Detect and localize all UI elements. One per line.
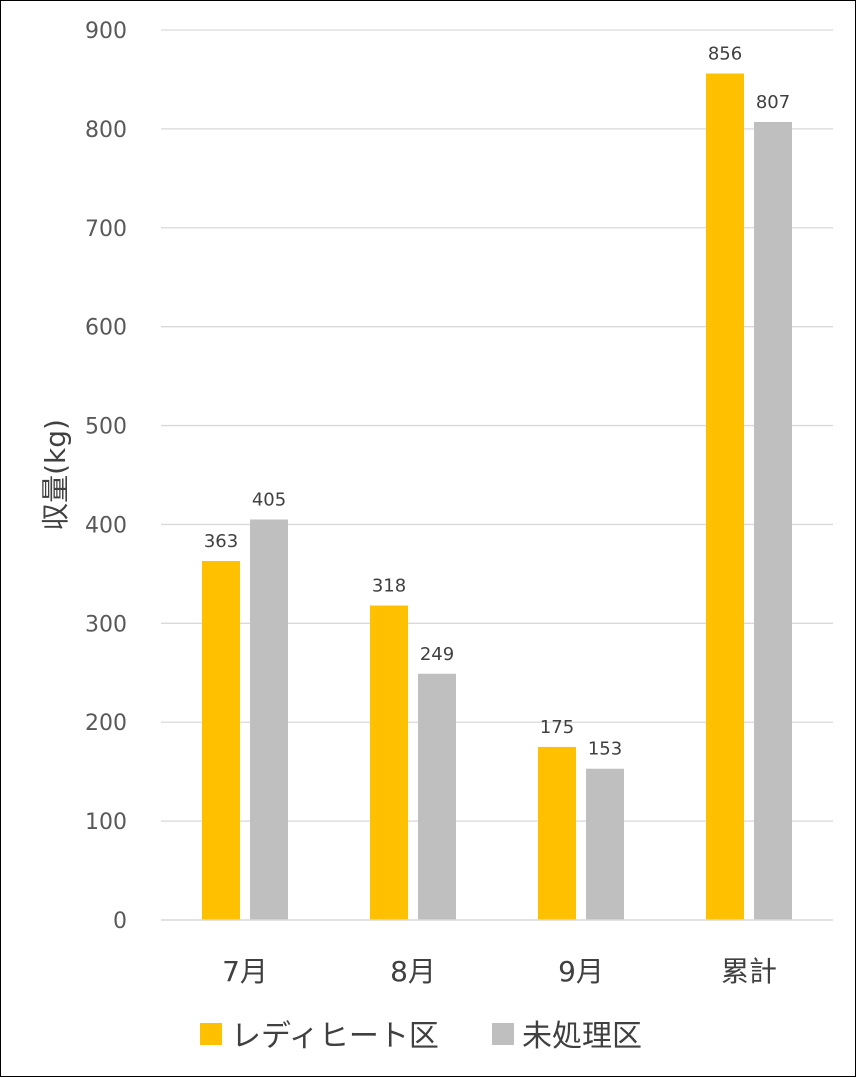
legend-label: 未処理区 [522,1019,642,1054]
y-tick-label: 700 [85,217,127,242]
y-tick-label: 200 [85,711,127,736]
data-label: 249 [420,644,454,665]
x-category-label: 8月 [390,955,436,988]
legend: レディヒート区 未処理区 [200,1019,642,1054]
x-category-label: 9月 [558,955,604,988]
bar-treated [370,605,408,920]
bar-untreated [250,519,288,920]
x-category-label: 累計 [721,955,777,988]
x-axis-categories: 7月 8月 9月 累計 [222,955,777,988]
bar-treated [706,73,744,920]
bar-treated [202,561,240,920]
bar-untreated [418,673,456,920]
y-tick-label: 900 [85,19,127,44]
data-label: 363 [204,531,238,552]
data-label: 807 [756,92,790,113]
y-tick-label: 800 [85,118,127,143]
legend-swatch [200,1023,222,1045]
y-tick-label: 100 [85,810,127,835]
bar-treated [538,746,576,920]
data-label: 153 [588,739,622,760]
data-label: 856 [708,44,742,65]
y-tick-label: 600 [85,316,127,341]
y-axis-label: 収量(kg) [39,419,72,531]
y-tick-label: 300 [85,612,127,637]
x-category-label: 7月 [222,955,268,988]
y-tick-label: 500 [85,415,127,440]
bar-untreated [754,121,792,920]
data-label: 318 [372,576,406,597]
y-axis-ticks: 0 100 200 300 400 500 600 700 800 900 [85,19,127,934]
data-label: 405 [252,490,286,511]
data-labels: 363 405 318 249 175 153 856 807 [204,44,790,760]
y-tick-label: 400 [85,513,127,538]
bar-untreated [586,768,624,920]
legend-swatch [492,1023,514,1045]
bars [202,73,792,920]
data-label: 175 [540,717,574,738]
legend-label: レディヒート区 [231,1019,439,1054]
y-tick-label: 0 [113,909,127,934]
